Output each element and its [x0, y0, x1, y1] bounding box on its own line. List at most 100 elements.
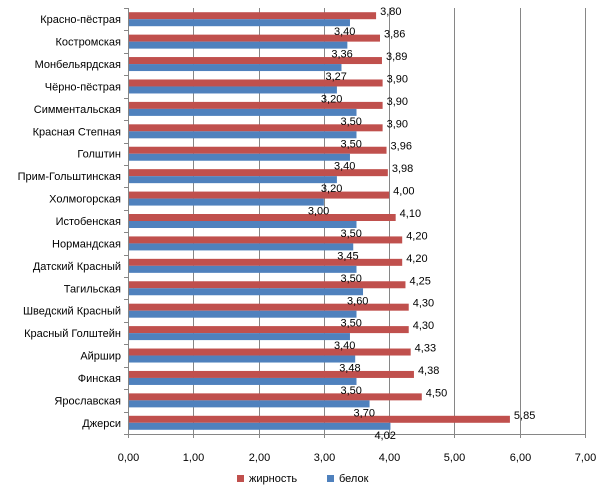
category-label: Голштин [77, 149, 121, 161]
data-label-fat: 5,85 [514, 410, 535, 422]
data-label-fat: 3,98 [392, 163, 413, 175]
legend-swatch [237, 475, 244, 482]
bar-fat [129, 214, 396, 221]
category-label: Чёрно-пёстрая [45, 81, 121, 93]
bar-protein [129, 243, 354, 251]
legend: жирность белок [237, 473, 369, 485]
data-label-fat: 3,90 [387, 96, 408, 108]
category-label: Красная Степная [33, 126, 121, 138]
data-label-protein: 3,00 [308, 206, 329, 218]
category-label: Холмогорская [49, 194, 121, 206]
bar-fat [129, 79, 383, 87]
category-label: Костромская [56, 37, 122, 49]
data-label-fat: 3,90 [387, 118, 408, 130]
data-label-fat: 4,50 [426, 387, 447, 399]
bar-fat [129, 258, 403, 266]
data-label-fat: 4,20 [406, 253, 427, 265]
category-label: Шведский Красный [23, 306, 121, 318]
bar-protein [129, 422, 391, 430]
bar-fat [129, 12, 377, 20]
data-label-protein: 3,70 [354, 407, 375, 419]
legend-label: белок [339, 473, 369, 485]
bars [129, 12, 510, 430]
x-tick-label: 6,00 [510, 452, 531, 464]
category-label: Красно-пёстрая [40, 14, 121, 26]
labels: 0,00 1,00 2,00 3,00 4,00 5,00 6,00 7,00 Красно-п… [18, 6, 597, 464]
bar-protein [129, 288, 364, 296]
category-label: Тагильская [64, 283, 121, 295]
bar-fat [129, 326, 409, 334]
category-label: Монбельярдская [35, 59, 121, 71]
data-label-fat: 4,10 [400, 208, 421, 220]
data-label-protein: 3,20 [321, 93, 342, 105]
bar-fat [129, 281, 406, 289]
data-label-protein: 3,45 [337, 250, 358, 262]
data-label-protein: 3,50 [341, 273, 362, 285]
x-tick-label: 3,00 [314, 452, 335, 464]
bar-fat [129, 124, 383, 132]
bar-protein [129, 153, 350, 161]
data-label-protein: 3,50 [341, 228, 362, 240]
category-label: Истобенская [56, 216, 121, 228]
x-tick-label: 5,00 [444, 452, 465, 464]
data-label-protein: 3,50 [341, 116, 362, 128]
category-label: Нормандская [52, 238, 121, 250]
category-label: Джерси [82, 418, 121, 430]
bar-protein [129, 198, 324, 206]
bar-fat [129, 370, 414, 378]
category-label: Симментальская [34, 104, 121, 116]
bar-protein [129, 355, 356, 363]
bar-protein [129, 221, 357, 228]
category-label: Прим-Гольштинская [18, 171, 121, 183]
bar-fat [129, 34, 381, 42]
data-label-protein: 3,40 [334, 340, 355, 352]
data-label-protein: 3,60 [347, 295, 368, 307]
bar-fat [129, 101, 383, 109]
data-label-fat: 4,33 [415, 343, 436, 355]
x-tick-label: 4,00 [379, 452, 400, 464]
data-label-protein: 3,20 [321, 183, 342, 195]
x-tick-label: 0,00 [118, 452, 139, 464]
data-label-protein: 3,50 [341, 385, 362, 397]
data-label-fat: 4,00 [393, 186, 414, 198]
data-label-fat: 4,30 [413, 320, 434, 332]
bar-protein [129, 377, 357, 385]
bar-protein [129, 400, 370, 408]
data-label-fat: 3,89 [386, 51, 407, 63]
category-label: Ярославская [54, 395, 121, 407]
bar-protein [129, 41, 348, 49]
axes [124, 8, 586, 438]
data-label-fat: 4,25 [409, 275, 430, 287]
data-label-protein: 3,27 [325, 71, 346, 83]
data-label-protein: 3,50 [341, 138, 362, 150]
bar-fat [129, 348, 411, 356]
data-label-fat: 3,96 [391, 141, 412, 153]
bar-fat [129, 57, 382, 65]
x-tick-label: 1,00 [183, 452, 204, 464]
x-tick-label: 2,00 [249, 452, 270, 464]
data-label-fat: 4,20 [406, 230, 427, 242]
bar-protein [129, 131, 357, 139]
bar-protein [129, 176, 337, 184]
legend-swatch [327, 475, 334, 482]
bar-fat [129, 303, 409, 311]
x-tick-label: 7,00 [575, 452, 596, 464]
data-label-fat: 4,30 [413, 298, 434, 310]
data-label-protein: 3,50 [341, 318, 362, 330]
bar-protein [129, 108, 357, 116]
data-label-fat: 3,80 [380, 6, 401, 18]
category-label: Датский Красный [33, 261, 121, 273]
data-label-protein: 3,48 [339, 363, 360, 375]
bar-protein [129, 64, 342, 72]
bar-fat [129, 146, 387, 154]
bar-fat [129, 169, 388, 177]
bar-protein [129, 265, 357, 273]
data-label-fat: 4,38 [418, 365, 439, 377]
category-label: Айршир [80, 351, 121, 363]
category-label: Финская [78, 373, 121, 385]
data-label-protein: 4,02 [374, 430, 395, 442]
bar-protein [129, 19, 350, 27]
bar-fat [129, 191, 390, 199]
